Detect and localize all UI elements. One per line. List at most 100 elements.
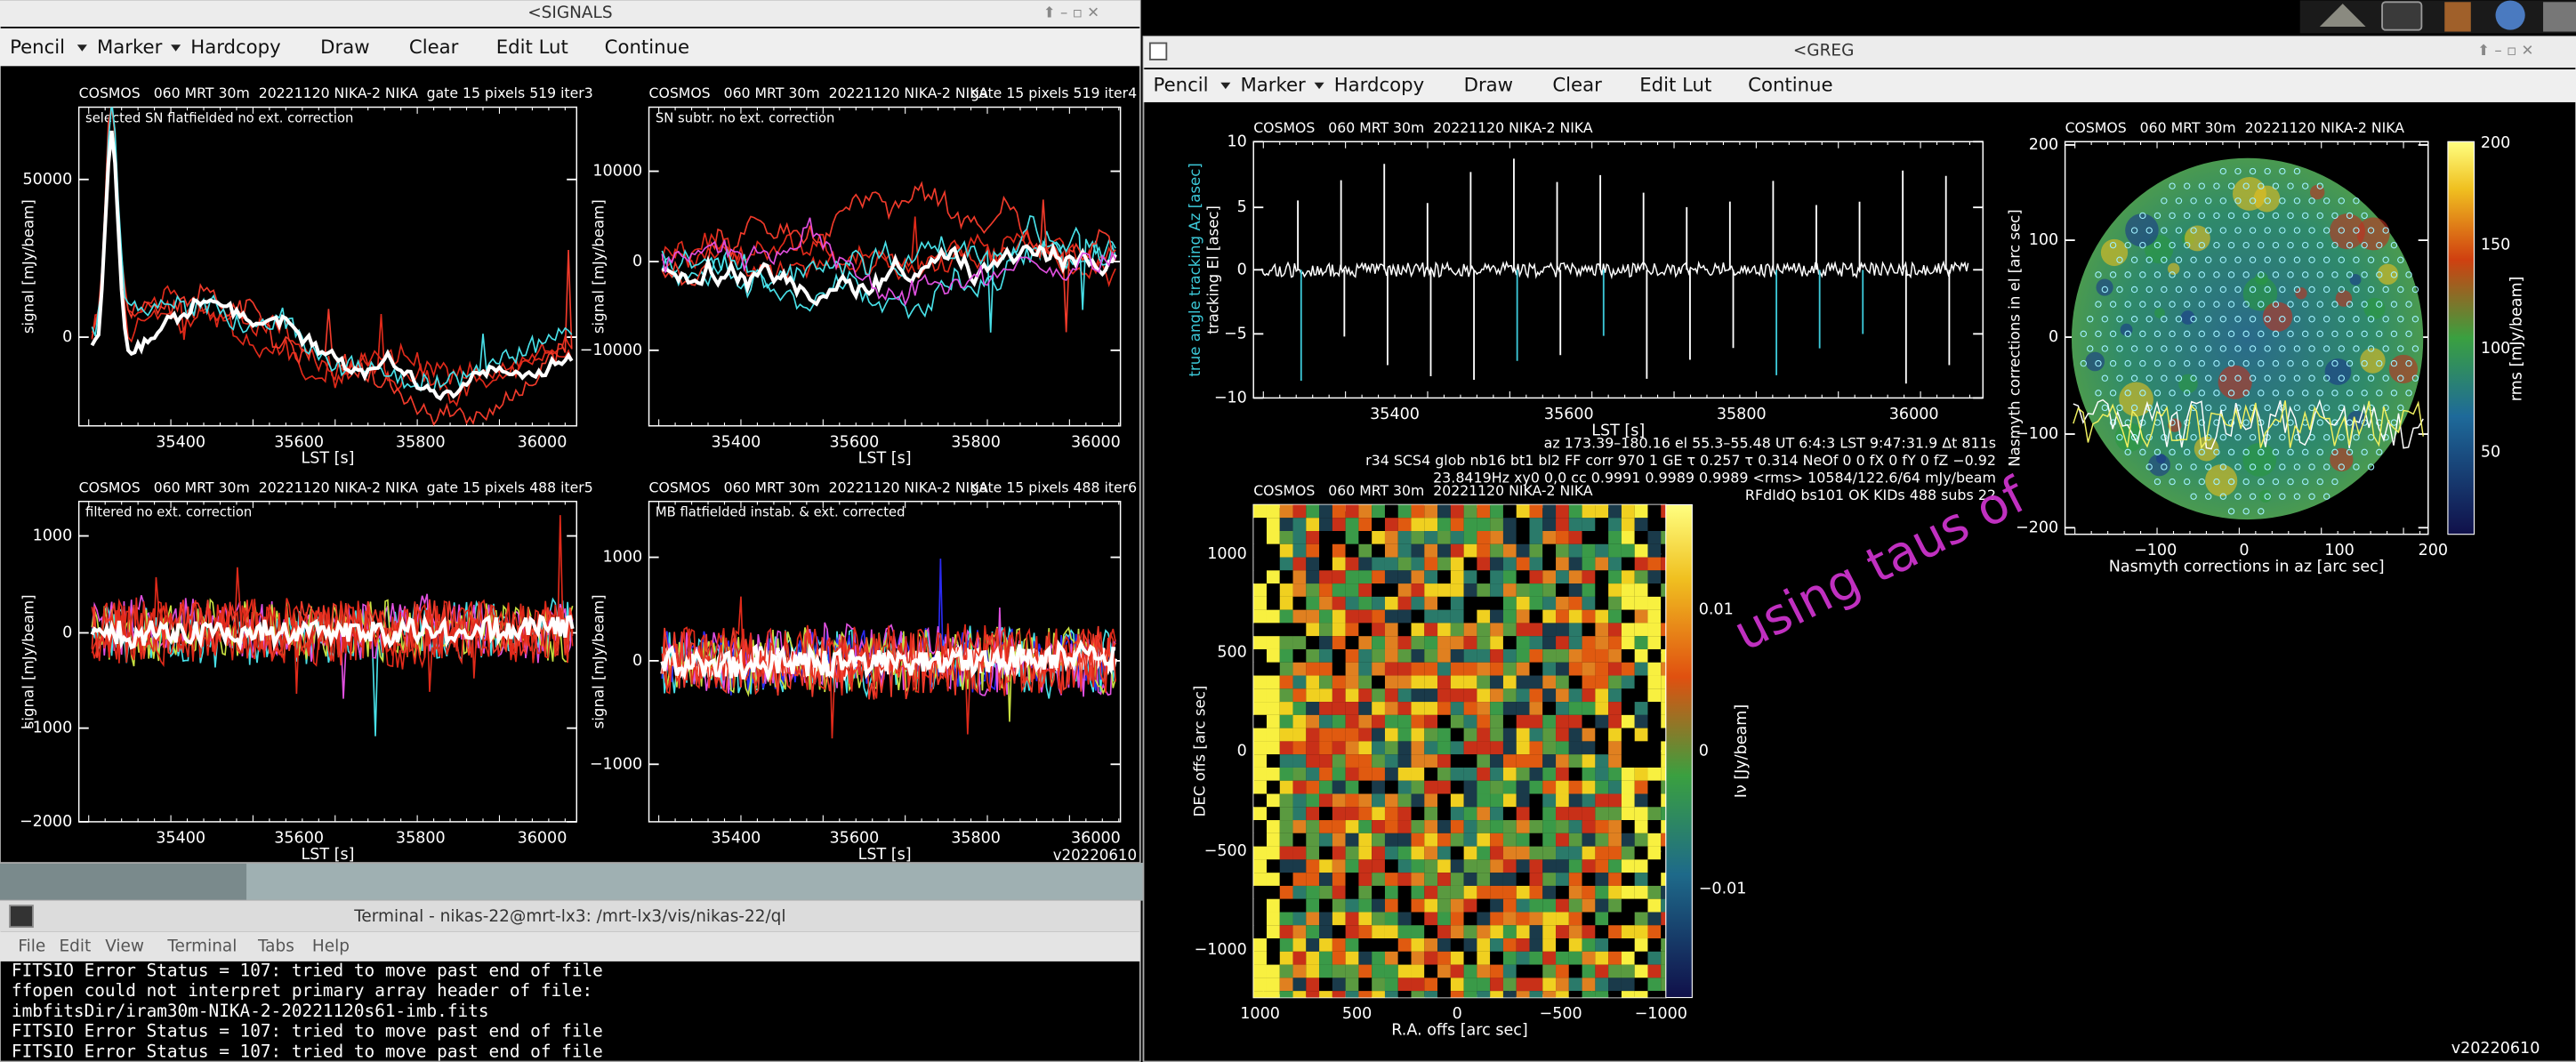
map-pixel: [1450, 938, 1464, 952]
menu-item[interactable]: Edit Lut: [1639, 74, 1711, 96]
icon[interactable]: [2495, 0, 2525, 30]
map-pixel: [1529, 820, 1543, 833]
menu-item[interactable]: Continue: [1748, 74, 1832, 96]
beam-marker: [2322, 374, 2330, 382]
window-controls[interactable]: ⬆ – ▫ ✕: [1043, 4, 1099, 21]
map-pixel: [1502, 964, 1517, 978]
map-pixel: [1529, 570, 1543, 584]
map-pixel: [1463, 820, 1477, 833]
beam-marker: [2279, 434, 2286, 441]
map-pixel: [1372, 596, 1385, 610]
map-pixel: [1279, 531, 1293, 544]
map-pixel: [1345, 596, 1359, 610]
x-tick-label: 35600: [274, 433, 324, 451]
menu-item[interactable]: Pencil: [1154, 74, 1209, 96]
map-pixel: [1253, 898, 1267, 913]
map-pixel: [1397, 754, 1412, 768]
map-pixel: [1621, 846, 1635, 860]
map-pixel: [1384, 820, 1398, 833]
map-pixel: [1437, 728, 1451, 742]
map-pixel: [1384, 609, 1398, 624]
map-pixel: [1647, 885, 1662, 899]
map-pixel: [1490, 938, 1503, 952]
map-pixel: [1332, 648, 1346, 663]
dropdown-arrow: [1314, 82, 1324, 90]
beam-marker: [2242, 359, 2250, 367]
map-pixel: [1292, 570, 1307, 584]
window-controls[interactable]: ⬆ – ▫ ✕: [2477, 42, 2533, 59]
map-pixel: [1621, 623, 1635, 637]
colorbar-tick-label: −0.01: [1699, 881, 1747, 898]
menu-item[interactable]: Continue: [605, 36, 689, 59]
map-pixel: [1437, 925, 1451, 939]
map-pixel: [1621, 807, 1635, 821]
menu-item[interactable]: View: [105, 937, 144, 955]
map-pixel: [1306, 991, 1320, 998]
map-pixel: [1306, 885, 1320, 899]
plot-header: COSMOS 060 MRT 30m 20221120 NIKA-2 NIKA: [1253, 119, 1593, 136]
blob: [2330, 447, 2354, 471]
map-pixel: [1595, 991, 1609, 998]
map-pixel: [1490, 846, 1503, 860]
blob: [2178, 374, 2198, 394]
x-tick-label: 35800: [951, 433, 1001, 451]
map-pixel: [1621, 543, 1635, 558]
map-pixel: [1582, 543, 1596, 558]
map-pixel: [1661, 964, 1666, 978]
beam-marker: [2293, 434, 2301, 441]
icon[interactable]: [2543, 2, 2576, 32]
map-pixel: [1279, 662, 1293, 676]
menu-item[interactable]: Terminal: [166, 937, 237, 955]
beam-marker: [2242, 448, 2250, 456]
map-pixel: [1568, 859, 1582, 873]
map-pixel: [1332, 978, 1346, 992]
map-pixel: [1647, 688, 1662, 703]
map-pixel: [1634, 925, 1648, 939]
menu-item[interactable]: Draw: [320, 36, 369, 59]
map-pixel: [1384, 833, 1398, 847]
map-pixel: [1450, 714, 1464, 728]
y-tick-label: 1000: [1207, 545, 1247, 563]
map-pixel: [1306, 714, 1320, 728]
map-pixel: [1595, 531, 1609, 544]
beam-marker: [2234, 434, 2242, 441]
beam-marker: [2272, 330, 2280, 338]
blob: [2154, 308, 2165, 318]
menu-item[interactable]: Edit Lut: [496, 36, 568, 59]
menu-item[interactable]: File: [18, 937, 45, 955]
signal-trace: [661, 596, 1116, 735]
icon[interactable]: [2381, 1, 2423, 31]
blob: [2255, 271, 2268, 286]
map-pixel: [1279, 912, 1293, 926]
beam-marker: [2346, 330, 2354, 338]
map-pixel: [1266, 964, 1280, 978]
menu-item[interactable]: Tabs: [257, 937, 294, 955]
beam-marker: [2175, 345, 2183, 352]
map-pixel: [1437, 833, 1451, 847]
y-tick-label: −200: [2016, 519, 2058, 536]
map-pixel: [1582, 859, 1596, 873]
beam-marker: [2301, 448, 2309, 456]
menu-item[interactable]: Help: [312, 937, 350, 955]
map-pixel: [1582, 793, 1596, 808]
menu-item[interactable]: Pencil: [10, 36, 65, 59]
icon[interactable]: [2319, 4, 2366, 27]
x-tick-label: 35800: [396, 829, 446, 847]
menu-item[interactable]: Clear: [409, 36, 459, 59]
beam-marker: [2316, 478, 2323, 486]
menu-item[interactable]: Edit: [59, 937, 91, 955]
map-pixel: [1437, 991, 1451, 998]
menu-item[interactable]: Hardcopy: [190, 36, 280, 59]
map-pixel: [1397, 623, 1412, 637]
map-pixel: [1477, 570, 1491, 584]
map-pixel: [1358, 688, 1373, 703]
map-pixel: [1568, 846, 1582, 860]
menu-item[interactable]: Draw: [1464, 74, 1513, 96]
map-pixel: [1556, 978, 1569, 992]
beam-marker: [2169, 359, 2176, 367]
menu-item[interactable]: Clear: [1552, 74, 1602, 96]
icon[interactable]: [2444, 2, 2471, 32]
menu-item[interactable]: Hardcopy: [1334, 74, 1424, 96]
menu-item[interactable]: Marker: [1240, 74, 1306, 96]
menu-item[interactable]: Marker: [97, 36, 163, 59]
